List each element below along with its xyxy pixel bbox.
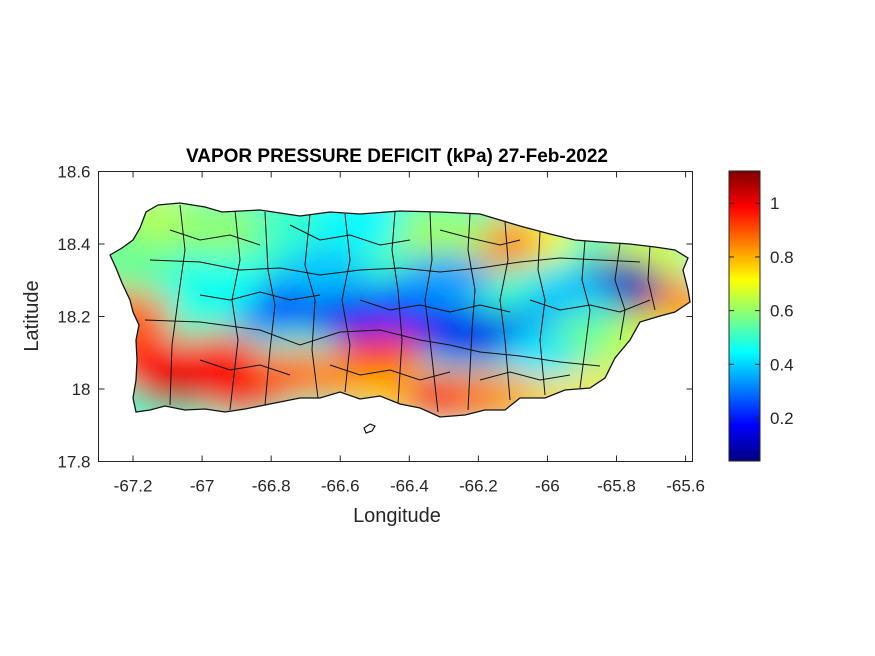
y-tick-label-3: 18.4	[57, 235, 90, 254]
municipal-border-6	[341, 213, 351, 393]
x-tick-label-2: -66.8	[252, 477, 291, 496]
y-tick-label-0: 17.8	[57, 453, 90, 472]
municipal-border-16	[289, 224, 411, 246]
municipal-border-0	[144, 319, 601, 367]
municipal-border-23	[479, 371, 571, 381]
y-tick-label-1: 18	[72, 380, 91, 399]
municipal-border-11	[537, 231, 546, 396]
x-tick-label-5: -66.2	[459, 477, 498, 496]
colorbar-tick-label-4: 1	[770, 194, 779, 213]
municipal-border-17	[439, 229, 521, 246]
municipal-border-14	[647, 245, 656, 311]
municipal-border-19	[359, 299, 511, 313]
x-tick-label-0: -67.2	[114, 477, 153, 496]
heatmap-cell-19	[110, 232, 173, 285]
municipal-border-18	[199, 291, 321, 301]
y-axis-label: Latitude	[21, 280, 43, 351]
municipal-border-8	[424, 211, 439, 413]
municipal-border-21	[199, 359, 291, 376]
x-tick-label-8: -65.6	[666, 477, 705, 496]
y-tick-label-4: 18.6	[57, 163, 90, 182]
colorbar-tick-label-1: 0.4	[770, 355, 794, 374]
heatmap-cell-33	[173, 261, 266, 314]
municipal-border-7	[391, 211, 403, 405]
municipal-border-4	[264, 211, 276, 406]
municipal-border-1	[149, 257, 641, 276]
municipal-border-15	[169, 229, 261, 246]
offshore-island-outline	[363, 423, 376, 434]
municipal-border-20	[529, 299, 651, 313]
municipal-borders	[144, 204, 656, 413]
y-tick-label-2: 18.2	[57, 308, 90, 327]
heatmap-cell-34	[397, 254, 490, 307]
municipal-border-10	[499, 221, 511, 401]
map-title: VAPOR PRESSURE DEFICIT (kPa) 27-Feb-2022	[186, 146, 608, 167]
y-axis: 17.8 18 18.2 18.4 18.6	[57, 163, 693, 472]
heatmap-cell-20	[173, 203, 266, 256]
municipal-border-5	[304, 213, 319, 399]
colorbar-tick-label-2: 0.6	[770, 302, 794, 321]
municipal-border-12	[579, 239, 591, 389]
colorbar-tick-label-0: 0.2	[770, 409, 794, 428]
x-tick-label-1: -67	[190, 477, 215, 496]
municipal-border-2	[169, 204, 186, 406]
x-axis-label: Longitude	[353, 505, 441, 527]
heatmap-cell-3	[173, 334, 266, 386]
municipal-border-13	[614, 243, 626, 341]
heatmap-cell-32	[277, 247, 369, 299]
colorbar-gradient	[728, 170, 761, 462]
island-outline	[109, 202, 691, 418]
x-tick-label-7: -65.8	[597, 477, 636, 496]
colorbar-tick-label-3: 0.8	[770, 248, 794, 267]
x-tick-label-3: -66.6	[321, 477, 360, 496]
heatmap-cell-23	[397, 210, 490, 263]
municipal-border-3	[229, 209, 241, 411]
x-tick-label-4: -66.4	[390, 477, 429, 496]
colorbar: 0.2 0.4 0.6 0.8 1	[728, 170, 794, 462]
x-axis: -67.2 -67 -66.8 -66.6 -66.4 -66.2 -66 -65.8 -65.…	[114, 171, 705, 496]
municipal-border-22	[329, 364, 451, 381]
x-tick-label-6: -66	[535, 477, 560, 496]
